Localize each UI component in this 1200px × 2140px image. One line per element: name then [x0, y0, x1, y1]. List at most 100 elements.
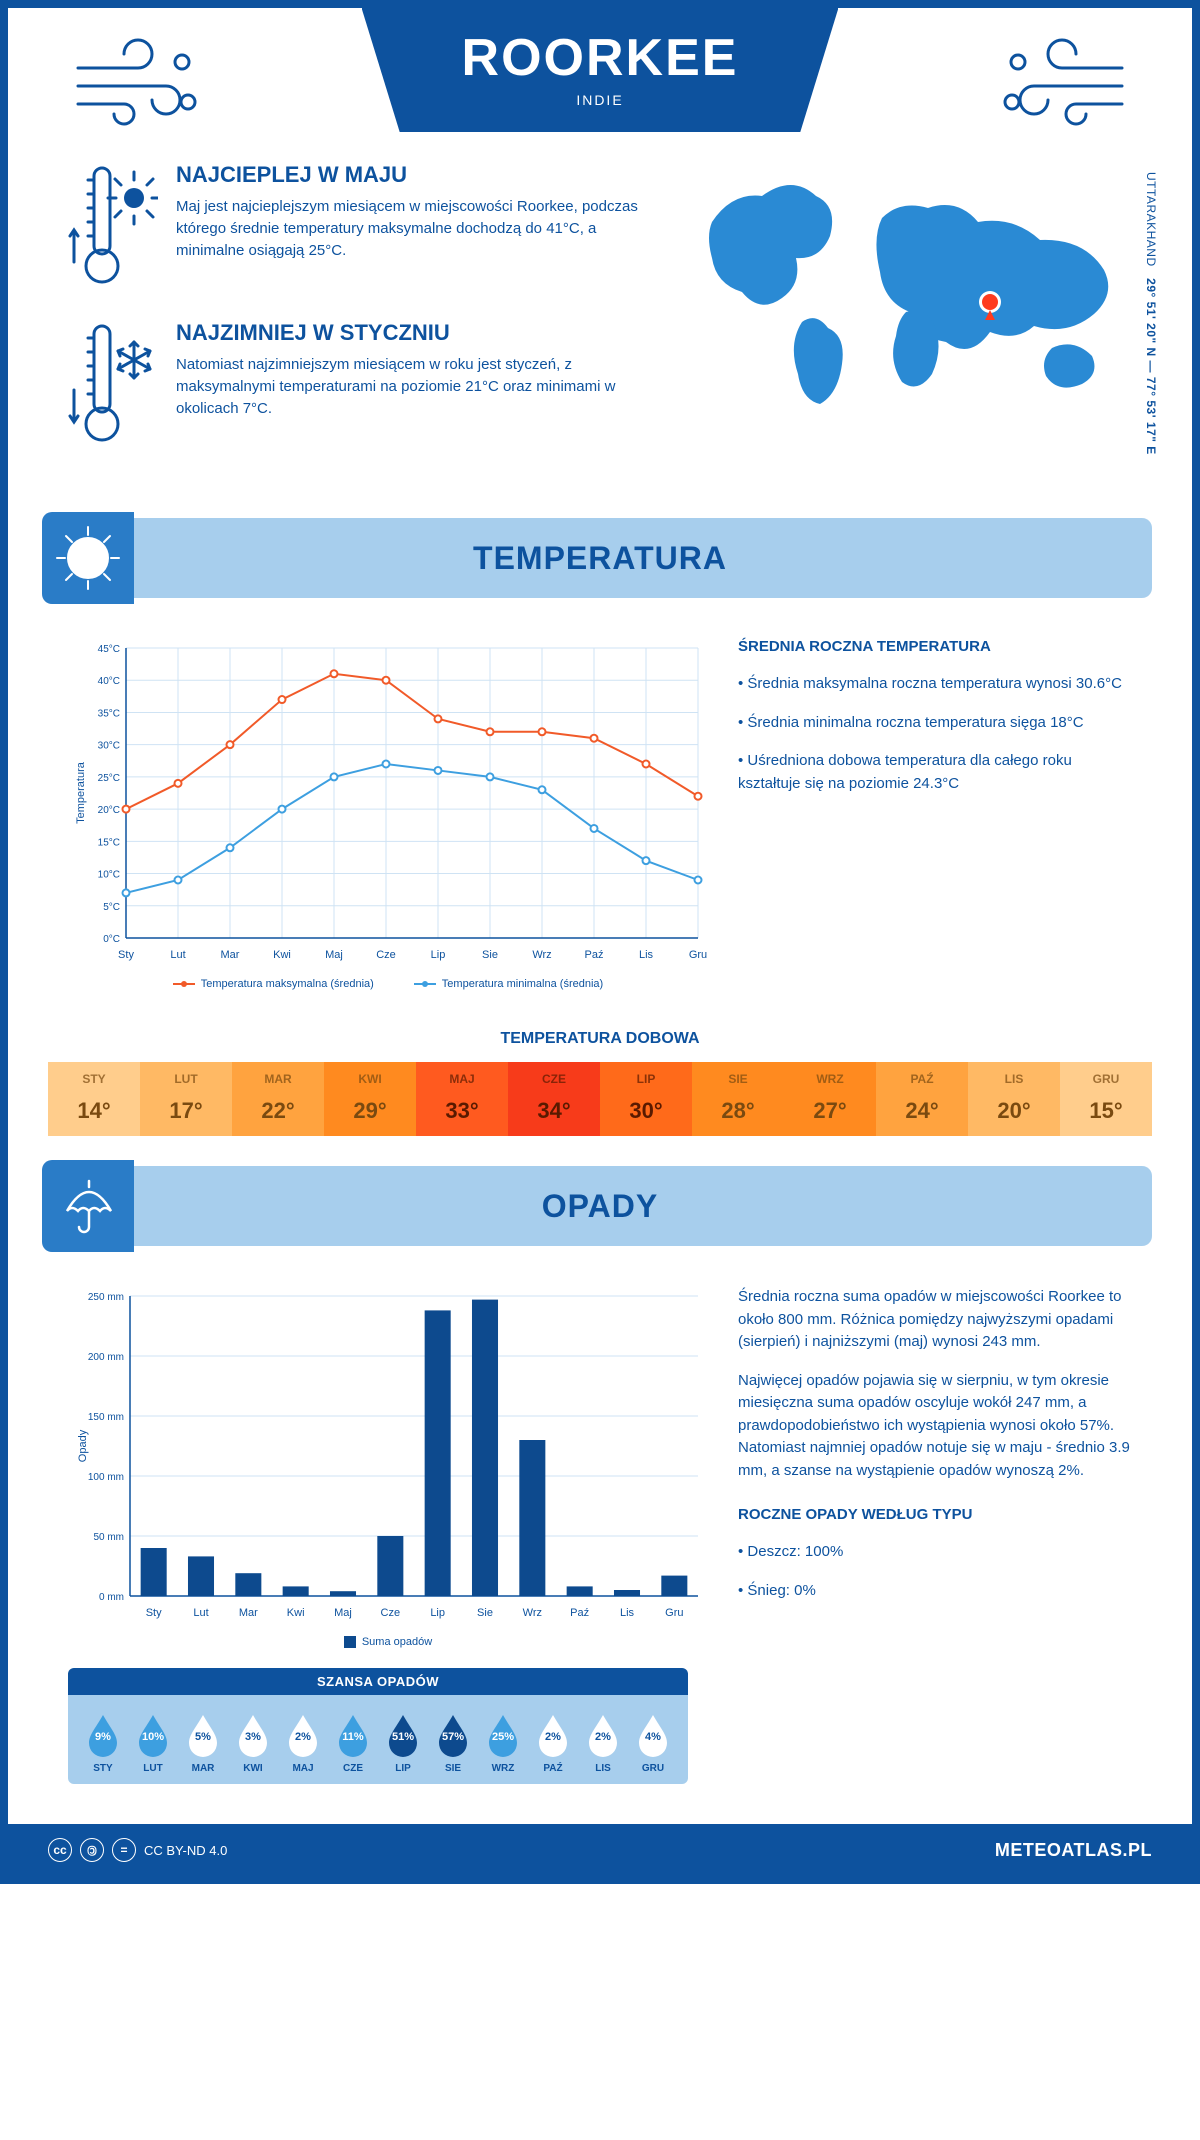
rain-chance-cell: 3%KWI: [228, 1713, 278, 1774]
svg-text:200 mm: 200 mm: [88, 1352, 124, 1363]
wind-icon-right: [992, 8, 1132, 128]
rain-text-1: Średnia roczna suma opadów w miejscowośc…: [738, 1286, 1132, 1354]
umbrella-icon: [42, 1160, 134, 1252]
svg-text:25°C: 25°C: [98, 773, 120, 784]
cc-icon: cc: [48, 1838, 72, 1862]
svg-text:Sty: Sty: [118, 949, 134, 961]
heat-cell: STY14°: [48, 1062, 140, 1136]
rain-type-1: • Deszcz: 100%: [738, 1541, 1132, 1564]
site-name: METEOATLAS.PL: [995, 1840, 1152, 1861]
cold-fact-title: NAJZIMNIEJ W STYCZNIU: [176, 320, 662, 346]
svg-text:Paź: Paź: [585, 949, 604, 961]
svg-text:Cze: Cze: [381, 1607, 401, 1619]
region-label: UTTARAKHAND: [1144, 172, 1158, 267]
cold-fact: NAJZIMNIEJ W STYCZNIU Natomiast najzimni…: [68, 320, 662, 450]
svg-text:100 mm: 100 mm: [88, 1472, 124, 1483]
rain-heading: OPADY: [542, 1188, 658, 1225]
svg-text:Sie: Sie: [477, 1607, 493, 1619]
svg-text:45°C: 45°C: [98, 644, 120, 655]
svg-text:5°C: 5°C: [103, 902, 120, 913]
svg-text:Lip: Lip: [431, 949, 446, 961]
thermometer-cold-icon: [68, 320, 158, 450]
svg-text:250 mm: 250 mm: [88, 1292, 124, 1303]
heat-cell: PAŹ24°: [876, 1062, 968, 1136]
svg-text:Wrz: Wrz: [523, 1607, 542, 1619]
rain-chance-title: SZANSA OPADÓW: [68, 1668, 688, 1695]
hot-fact: NAJCIEPLEJ W MAJU Maj jest najcieplejszy…: [68, 162, 662, 292]
rain-chance-cell: 4%GRU: [628, 1713, 678, 1774]
svg-text:0°C: 0°C: [103, 934, 120, 945]
svg-text:Lut: Lut: [193, 1607, 208, 1619]
svg-text:Wrz: Wrz: [532, 949, 551, 961]
heat-cell: MAR22°: [232, 1062, 324, 1136]
rain-text-2: Najwięcej opadów pojawia się w sierpniu,…: [738, 1370, 1132, 1483]
rain-type-heading: ROCZNE OPADY WEDŁUG TYPU: [738, 1506, 1132, 1523]
heat-cell: GRU15°: [1060, 1062, 1152, 1136]
temperature-heading: TEMPERATURA: [473, 540, 727, 577]
rain-chance-cell: 10%LUT: [128, 1713, 178, 1774]
svg-text:Opady: Opady: [77, 1429, 89, 1462]
rain-type-2: • Śnieg: 0%: [738, 1580, 1132, 1603]
svg-text:50 mm: 50 mm: [93, 1532, 124, 1543]
svg-text:Maj: Maj: [334, 1607, 352, 1619]
rain-section-header: OPADY: [48, 1166, 1152, 1246]
temperature-line-chart: 0°C5°C10°C15°C20°C25°C30°C35°C40°C45°CSt…: [68, 638, 708, 990]
footer: cc 🄯 = CC BY-ND 4.0 METEOATLAS.PL: [8, 1824, 1192, 1876]
by-icon: 🄯: [80, 1838, 104, 1862]
svg-text:Lis: Lis: [639, 949, 654, 961]
temp-bullet-3: • Uśredniona dobowa temperatura dla całe…: [738, 750, 1132, 795]
temp-bullet-1: • Średnia maksymalna roczna temperatura …: [738, 673, 1132, 696]
svg-text:Mar: Mar: [221, 949, 240, 961]
coordinates: UTTARAKHAND 29° 51' 20" N — 77° 53' 17" …: [1144, 172, 1158, 455]
country-subtitle: INDIE: [462, 92, 739, 108]
svg-text:Temperatura: Temperatura: [75, 761, 87, 824]
thermometer-hot-icon: [68, 162, 158, 292]
svg-text:0 mm: 0 mm: [99, 1592, 124, 1603]
heat-cell: KWI29°: [324, 1062, 416, 1136]
heat-cell: WRZ27°: [784, 1062, 876, 1136]
temperature-section-header: TEMPERATURA: [48, 518, 1152, 598]
rain-chance-cell: 2%LIS: [578, 1713, 628, 1774]
heat-cell: LIP30°: [600, 1062, 692, 1136]
wind-icon-left: [68, 8, 208, 128]
annual-temp-heading: ŚREDNIA ROCZNA TEMPERATURA: [738, 638, 1132, 655]
daily-temp-title: TEMPERATURA DOBOWA: [8, 1030, 1192, 1048]
svg-text:Kwi: Kwi: [273, 949, 291, 961]
title-banner: ROORKEE INDIE: [362, 8, 839, 132]
svg-text:Mar: Mar: [239, 1607, 258, 1619]
svg-text:35°C: 35°C: [98, 708, 120, 719]
rain-chance-cell: 25%WRZ: [478, 1713, 528, 1774]
temp-bullet-2: • Średnia minimalna roczna temperatura s…: [738, 712, 1132, 735]
hot-fact-title: NAJCIEPLEJ W MAJU: [176, 162, 662, 188]
svg-text:Lip: Lip: [430, 1607, 445, 1619]
svg-text:Gru: Gru: [689, 949, 707, 961]
svg-text:40°C: 40°C: [98, 676, 120, 687]
rain-chance-cell: 5%MAR: [178, 1713, 228, 1774]
nd-icon: =: [112, 1838, 136, 1862]
svg-text:Sty: Sty: [146, 1607, 162, 1619]
cold-fact-text: Natomiast najzimniejszym miesiącem w rok…: [176, 354, 662, 419]
world-map: UTTARAKHAND 29° 51' 20" N — 77° 53' 17" …: [692, 162, 1132, 478]
svg-text:10°C: 10°C: [98, 870, 120, 881]
city-title: ROORKEE: [462, 28, 739, 88]
rain-chance-cell: 2%PAŹ: [528, 1713, 578, 1774]
rain-chance-strip: 9%STY10%LUT5%MAR3%KWI2%MAJ11%CZE51%LIP57…: [68, 1695, 688, 1784]
svg-text:Lis: Lis: [620, 1607, 635, 1619]
daily-temp-heatstrip: STY14°LUT17°MAR22°KWI29°MAJ33°CZE34°LIP3…: [48, 1062, 1152, 1136]
svg-text:Kwi: Kwi: [287, 1607, 305, 1619]
svg-text:Gru: Gru: [665, 1607, 683, 1619]
rain-chance-cell: 57%SIE: [428, 1713, 478, 1774]
heat-cell: CZE34°: [508, 1062, 600, 1136]
svg-text:Sie: Sie: [482, 949, 498, 961]
svg-text:150 mm: 150 mm: [88, 1412, 124, 1423]
rain-chance-cell: 51%LIP: [378, 1713, 428, 1774]
license-text: CC BY-ND 4.0: [144, 1843, 227, 1858]
svg-text:30°C: 30°C: [98, 741, 120, 752]
heat-cell: LUT17°: [140, 1062, 232, 1136]
heat-cell: MAJ33°: [416, 1062, 508, 1136]
rain-bar-chart: 0 mm 50 mm 100 mm 150 mm 200 mm 250 mm Opady St…: [68, 1286, 708, 1648]
svg-text:Paź: Paź: [570, 1607, 589, 1619]
rain-chance-cell: 9%STY: [78, 1713, 128, 1774]
heat-cell: SIE28°: [692, 1062, 784, 1136]
hot-fact-text: Maj jest najcieplejszym miesiącem w miej…: [176, 196, 662, 261]
